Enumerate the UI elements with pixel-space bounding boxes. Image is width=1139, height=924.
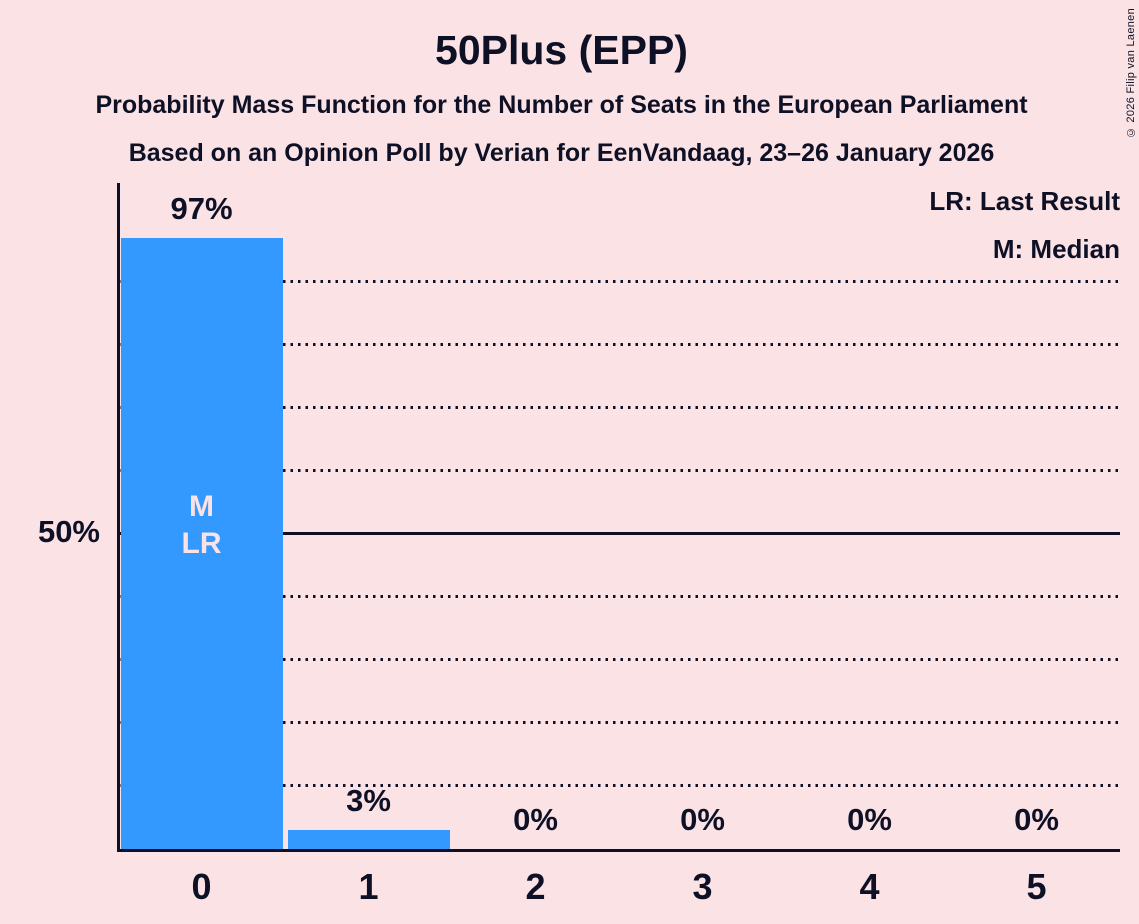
- bar-value-label-4: 0%: [847, 802, 892, 837]
- bar-value-label-2: 0%: [513, 802, 558, 837]
- legend-last-result: LR: Last Result: [929, 186, 1120, 216]
- gridline-90pct: [118, 280, 1120, 283]
- bar-value-label-5: 0%: [1014, 802, 1059, 837]
- x-tick-label-0: 0: [191, 866, 212, 907]
- x-axis-line: [116, 848, 1120, 852]
- bar-seat-1: [287, 830, 450, 849]
- chart-subtitle-line1: Probability Mass Function for the Number…: [95, 91, 1028, 119]
- bar-annotation-line: M: [189, 490, 214, 523]
- gridline-20pct: [118, 721, 1120, 724]
- gridline-70pct: [118, 406, 1120, 409]
- x-tick-label-3: 3: [692, 866, 713, 907]
- chart-title: 50Plus (EPP): [435, 27, 688, 73]
- bar-annotation-line: LR: [181, 527, 222, 560]
- y-axis-line: [116, 183, 120, 852]
- bar-value-label-3: 0%: [680, 802, 725, 837]
- gridline-30pct: [118, 658, 1120, 661]
- gridline-50pct-solid: [118, 532, 1120, 535]
- bar-value-label-0: 97%: [170, 190, 233, 226]
- bar-annotation-median-lastresult: M LR: [121, 488, 283, 562]
- x-tick-label-1: 1: [358, 866, 379, 907]
- chart-subtitle-line2: Based on an Opinion Poll by Verian for E…: [128, 139, 995, 167]
- gridline-60pct: [118, 469, 1120, 472]
- legend-median: M: Median: [992, 234, 1120, 264]
- copyright-notice: © 2026 Filip van Laenen: [1125, 8, 1137, 139]
- x-tick-label-2: 2: [525, 866, 546, 907]
- bar-seat-0: [120, 237, 283, 849]
- y-axis-50pct-label: 50%: [37, 514, 100, 549]
- x-tick-label-4: 4: [859, 866, 880, 907]
- bar-value-label-1: 3%: [346, 783, 391, 819]
- x-tick-label-5: 5: [1026, 866, 1047, 907]
- gridline-10pct: [118, 784, 1120, 787]
- gridline-40pct: [118, 595, 1120, 598]
- gridline-80pct: [118, 343, 1120, 346]
